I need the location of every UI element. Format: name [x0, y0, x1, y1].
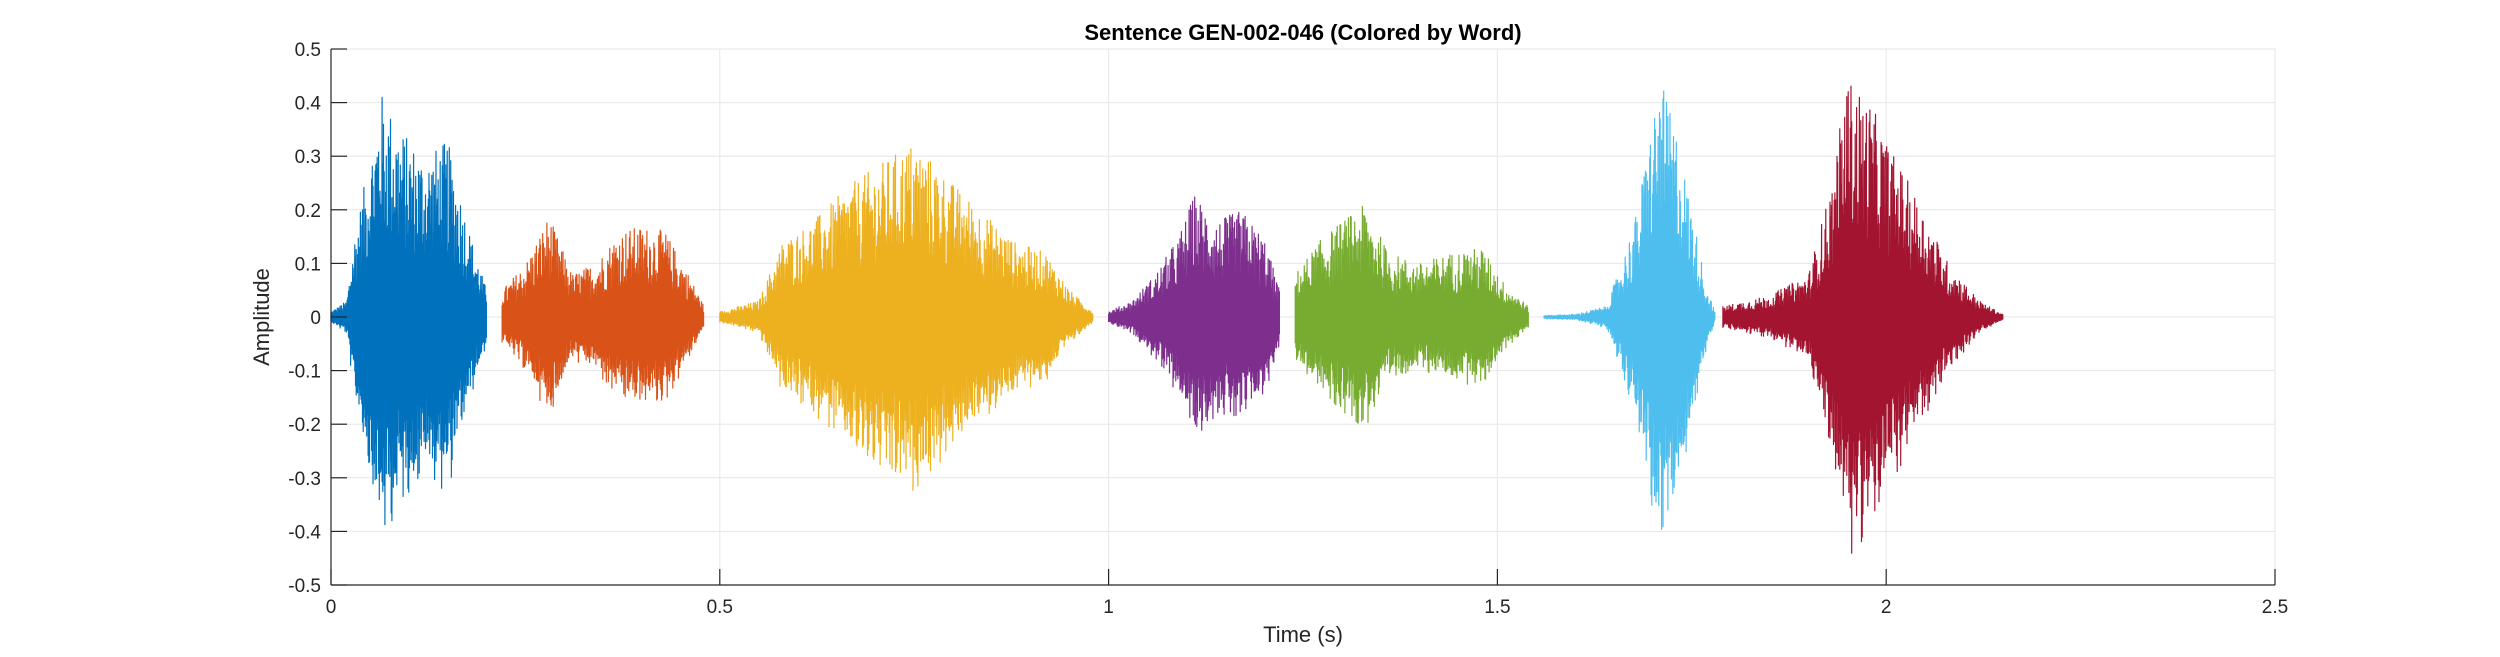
y-tick-label: 0.1 — [295, 254, 321, 275]
grid-lines — [330, 48, 2276, 586]
x-tick-label: 0 — [326, 597, 337, 618]
x-tick-label: 2 — [1881, 597, 1892, 618]
y-tick-label: 0.3 — [295, 147, 321, 168]
y-tick-label: -0.4 — [288, 522, 321, 543]
y-tick-label: 0.5 — [295, 40, 321, 61]
y-tick-label: -0.5 — [288, 576, 321, 597]
series-line-7 — [1722, 85, 2004, 554]
y-tick-label: -0.3 — [288, 469, 321, 490]
series-line-1 — [330, 96, 487, 526]
x-tick-label: 1.5 — [1484, 597, 1510, 618]
x-axis-label: Time (s) — [1263, 622, 1343, 647]
chart-title: Sentence GEN-002-046 (Colored by Word) — [1084, 20, 1521, 45]
y-tick-label: 0.2 — [295, 201, 321, 222]
y-tick-label: -0.1 — [288, 362, 321, 383]
y-tick-label: -0.2 — [288, 415, 321, 436]
series-line-5 — [1294, 205, 1529, 424]
series-line-4 — [1108, 196, 1280, 431]
x-tick-label: 1 — [1103, 597, 1114, 618]
series-line-3 — [719, 148, 1094, 491]
axes — [330, 48, 2276, 586]
series-layer — [330, 85, 2004, 554]
x-tick-label: 2.5 — [2262, 597, 2288, 618]
y-axis-label: Amplitude — [249, 268, 274, 366]
series-line-2 — [501, 222, 705, 407]
tick-labels: 0 0.5 1 1.5 2 2.5 -0.5 -0.4 -0.3 -0.2 -0.1 0 0.1 0.2 0… — [288, 40, 2288, 618]
y-tick-label: 0 — [310, 308, 321, 329]
y-tick-label: 0.4 — [295, 94, 322, 115]
x-tick-label: 0.5 — [707, 597, 733, 618]
series-line-6 — [1543, 90, 1716, 530]
